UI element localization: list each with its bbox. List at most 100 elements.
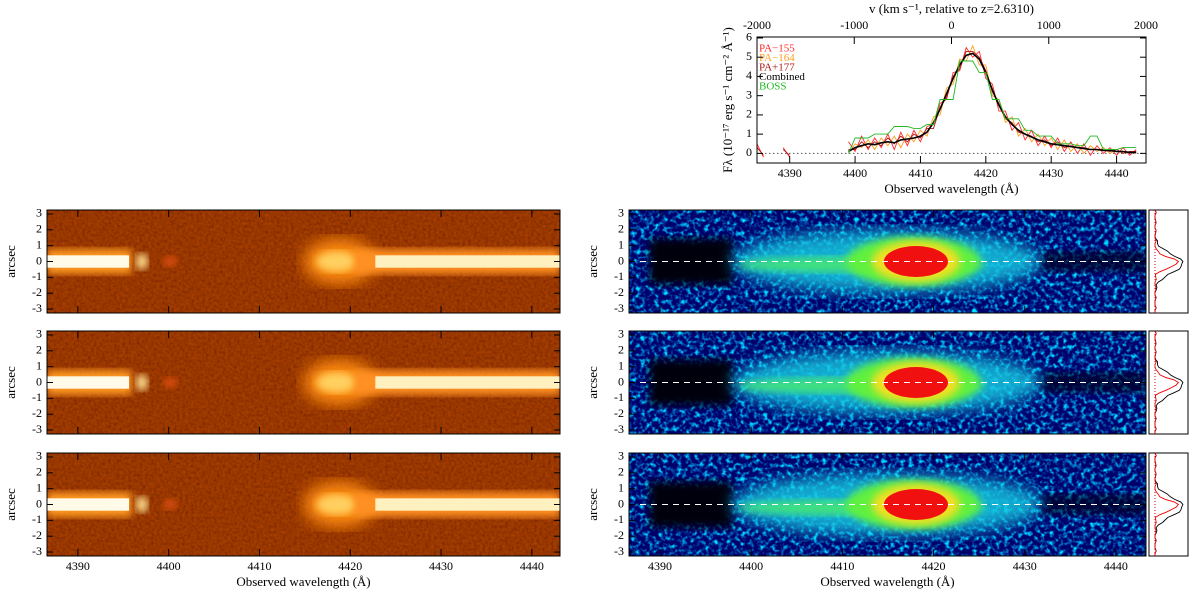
knot (135, 253, 148, 270)
y-tick-label: 0 (618, 496, 624, 510)
y-tick-label: 1 (746, 126, 752, 140)
x2-axis-label: v (km s⁻¹, relative to z=2.6310) (869, 1, 1034, 16)
y-tick-label: 1 (618, 480, 624, 494)
series-line (848, 52, 1137, 154)
series-line (757, 50, 1137, 156)
spectrum-image (47, 210, 560, 313)
x-tick-label: 4410 (908, 166, 932, 180)
y-tick-label: 2 (36, 343, 42, 357)
y-tick-label: -3 (614, 301, 624, 315)
y-tick-label: 0 (36, 496, 42, 510)
x-tick-label: 4400 (157, 559, 181, 573)
legend-entry: PA−155 (759, 43, 795, 55)
y-tick-label: 0 (618, 374, 624, 388)
x-tick-label: 4430 (429, 559, 453, 573)
x-tick-label: 4410 (247, 559, 271, 573)
y-tick-label: -2 (32, 285, 42, 299)
y-tick-label: -2 (614, 285, 624, 299)
spectrum-image (47, 331, 560, 434)
y-tick-label: 2 (618, 465, 624, 479)
x2-tick-label: 1000 (1037, 18, 1061, 32)
y-tick-label: 3 (36, 327, 42, 341)
legend-entry: Combined (759, 71, 805, 83)
y-axis-label: arcsec (3, 366, 18, 399)
y-tick-label: -1 (614, 390, 624, 404)
profile-frame (1148, 330, 1189, 435)
x2-tick-label: -1000 (840, 18, 868, 32)
x-tick-label: 4390 (66, 559, 90, 573)
y-tick-label: -3 (32, 544, 42, 558)
profile-curve (1154, 452, 1180, 556)
y-tick-label: 2 (618, 343, 624, 357)
y-axis-label: arcsec (585, 366, 600, 399)
x-axis-label: Observed wavelength (Å) (884, 181, 1018, 196)
x2-tick-label: 2000 (1134, 18, 1158, 32)
x-tick-label: 4390 (648, 559, 672, 573)
x-tick-label: 4410 (830, 559, 854, 573)
y-tick-label: 2 (618, 222, 624, 236)
y-tick-label: 2 (36, 465, 42, 479)
x-tick-label: 4420 (922, 559, 946, 573)
line-emission-core (316, 494, 358, 515)
y-axis-label: arcsec (3, 488, 18, 521)
continuum (375, 255, 560, 268)
continuum (47, 498, 130, 511)
y-tick-label: -3 (614, 422, 624, 436)
knot (163, 499, 178, 510)
series-line (848, 44, 1137, 155)
y-tick-label: 0 (36, 374, 42, 388)
y-tick-label: -2 (614, 406, 624, 420)
y-tick-label: 4 (746, 68, 752, 82)
y-tick-label: -1 (614, 512, 624, 526)
x2-tick-label: 0 (949, 18, 955, 32)
y-tick-label: -1 (32, 390, 42, 404)
y-tick-label: -1 (32, 512, 42, 526)
legend-entry: PA+177 (759, 62, 795, 74)
x-tick-label: 4430 (1013, 559, 1037, 573)
y-tick-label: 5 (746, 49, 752, 63)
series-line (848, 60, 1137, 154)
y-tick-label: 2 (746, 107, 752, 121)
y-tick-label: -2 (32, 528, 42, 542)
x2-tick-label: -2000 (743, 18, 771, 32)
spectrum-image (47, 453, 560, 556)
x-tick-label: 4440 (520, 559, 544, 573)
continuum (47, 255, 130, 268)
x-tick-label: 4400 (843, 166, 867, 180)
y-tick-label: 3 (618, 449, 624, 463)
continuum (375, 498, 560, 511)
y-tick-label: 3 (618, 206, 624, 220)
y-tick-label: 2 (36, 222, 42, 236)
profile-frame (1148, 209, 1189, 314)
x-tick-label: 4400 (739, 559, 763, 573)
y-tick-label: 0 (36, 253, 42, 267)
y-tick-label: 3 (36, 206, 42, 220)
y-tick-label: 3 (618, 327, 624, 341)
line-emission-core (316, 372, 358, 393)
y-tick-label: -2 (614, 528, 624, 542)
series-line (757, 46, 1137, 158)
continuum (375, 376, 560, 389)
y-tick-label: 1 (618, 358, 624, 372)
x-tick-label: 4440 (1105, 166, 1129, 180)
y-tick-label: 1 (36, 358, 42, 372)
y-tick-label: 1 (36, 480, 42, 494)
x-axis-label: Observed wavelength (Å) (236, 574, 370, 589)
legend-entry: BOSS (759, 81, 787, 93)
y-tick-label: 0 (746, 145, 752, 159)
knot (163, 377, 178, 388)
y-tick-label: 3 (36, 449, 42, 463)
knot (135, 374, 148, 391)
y-tick-label: -1 (32, 269, 42, 283)
y-tick-label: 0 (618, 253, 624, 267)
x-tick-label: 4390 (778, 166, 802, 180)
profile-curve (1154, 330, 1180, 434)
y-axis-label: arcsec (585, 245, 600, 278)
y-tick-label: -3 (32, 301, 42, 315)
y-tick-label: -1 (614, 269, 624, 283)
y-tick-label: -2 (32, 406, 42, 420)
plot-frame (756, 36, 1147, 164)
y-axis-label: arcsec (3, 245, 18, 278)
x-axis-label: Observed wavelength (Å) (820, 574, 954, 589)
